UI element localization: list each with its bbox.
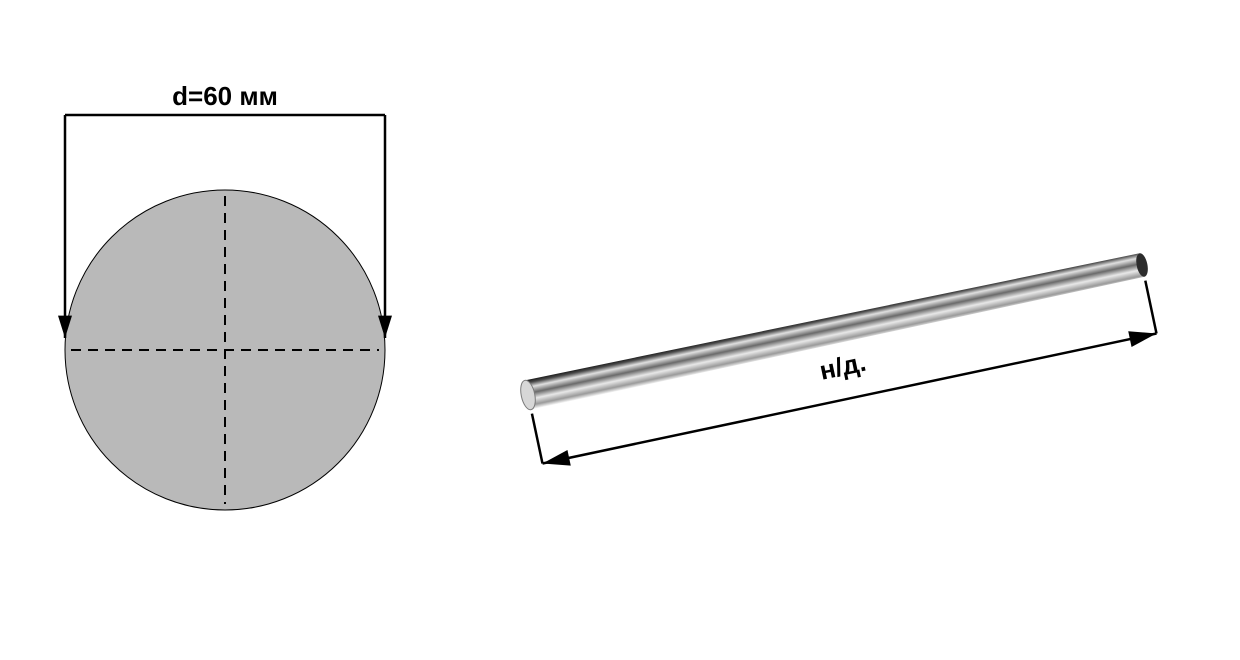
extension-line-right	[1145, 281, 1156, 334]
cross-section-view: d=60 мм	[58, 81, 392, 510]
dimension-arrow-right	[1128, 331, 1156, 347]
extension-line-left	[532, 414, 543, 464]
diameter-label: d=60 мм	[172, 81, 278, 111]
dimension-arrow-left	[542, 450, 570, 466]
technical-diagram: d=60 мм н/д.	[0, 0, 1240, 660]
rod-body	[521, 253, 1145, 409]
rod-perspective-view: н/д.	[518, 252, 1156, 466]
length-label: н/д.	[817, 347, 869, 386]
